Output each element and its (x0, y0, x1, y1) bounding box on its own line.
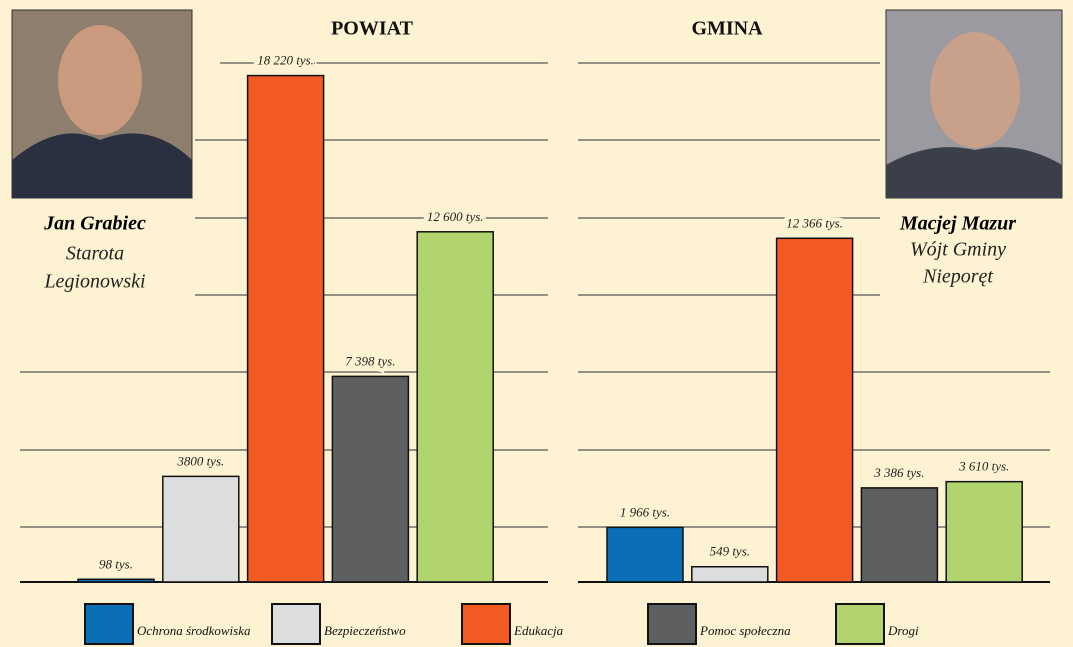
person-role: Starota (66, 243, 124, 265)
legend-label: Pomoc społeczna (699, 623, 791, 638)
value-label: 98 tys. (99, 556, 133, 571)
value-label: 12 600 tys. (427, 209, 484, 224)
photo-suit (12, 133, 192, 198)
bar (77, 578, 155, 583)
legend-swatch (84, 603, 134, 645)
legend-label: Edukacja (513, 623, 564, 638)
value-label: 3800 tys. (176, 453, 224, 468)
bar (775, 237, 854, 583)
value-label: 549 tys. (710, 544, 750, 559)
bar (606, 526, 684, 583)
person-name: Jan Grabiec (43, 213, 146, 235)
legend-swatch (271, 603, 321, 645)
bar (331, 375, 410, 583)
legend-swatch (461, 603, 511, 645)
legend-label: Drogi (887, 623, 919, 638)
photo-right (885, 9, 1063, 199)
legend-label: Bezpieczeństwo (324, 623, 406, 638)
photo-suit (886, 147, 1062, 198)
legend-swatch (835, 603, 885, 645)
value-label: 1 966 tys. (620, 504, 670, 519)
legend-label: Ochrona środkowiska (137, 623, 251, 638)
bar (691, 565, 769, 583)
photo-face (58, 25, 142, 135)
person-name: Macjej Mazur (899, 213, 1016, 235)
photo-left (11, 9, 193, 199)
person-role: Wójt Gminy (910, 239, 1006, 261)
value-label: 3 386 tys. (873, 465, 924, 480)
person-role: Nieporęt (922, 266, 993, 288)
photo-face (930, 32, 1020, 148)
chart-title: GMINA (691, 18, 763, 40)
value-label: 12 366 tys. (786, 215, 843, 230)
bar (945, 480, 1023, 583)
person-role: Legionowski (43, 271, 145, 293)
bar (860, 487, 939, 583)
bar (162, 475, 240, 583)
value-label: 3 610 tys. (958, 459, 1009, 474)
legend-swatch (647, 603, 697, 645)
value-label: 7 398 tys. (345, 353, 395, 368)
bar (416, 231, 494, 583)
value-label: 18 220 tys. (257, 53, 314, 68)
chart-title: POWIAT (331, 18, 414, 40)
bar (246, 74, 325, 583)
